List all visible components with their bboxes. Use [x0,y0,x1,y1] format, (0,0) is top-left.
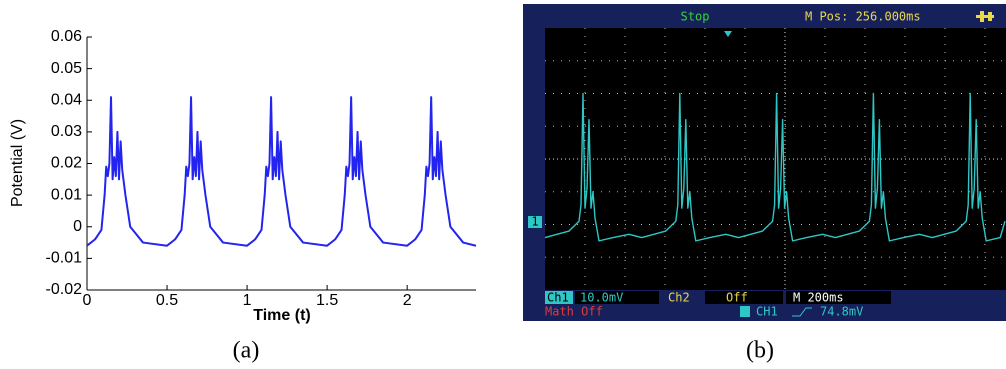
channel-marker: 1 [531,215,538,229]
position: M Pos: 256.000ms [805,10,921,24]
x-tick-label: 2 [403,292,412,309]
caption: (a) [233,338,260,364]
ch2-state: Off [726,291,748,305]
x-axis-label: Time (t) [253,307,310,324]
y-tick-label: 0 [73,218,82,235]
y-tick-label: -0.02 [46,281,83,298]
trigger-level: 74.8mV [820,305,863,319]
caption: (b) [746,338,774,364]
ch1-scale: 10.0mV [580,291,623,305]
ch1: Ch1 [547,291,569,305]
math: Math Off [545,305,603,319]
ch2: Ch2 [668,291,690,305]
x-tick-label: 1.5 [316,292,338,309]
y-tick-label: 0.01 [51,186,82,203]
y-tick-label: 0.05 [51,60,82,77]
y-tick-label: 0.04 [51,91,82,108]
y-tick-label: 0.03 [51,123,82,140]
y-tick-label: -0.01 [46,250,83,267]
x-tick-label: 1 [243,292,252,309]
trigger-icon [740,306,750,317]
data-line [87,97,476,246]
y-tick-label: 0.06 [51,28,82,45]
x-tick-label: 0.5 [156,292,178,309]
trigger-source: CH1 [756,305,778,319]
y-axis-label: Potential (V) [9,119,26,207]
timebase: M 200ms [793,291,844,305]
status: Stop [681,10,710,24]
x-tick-label: 0 [83,292,92,309]
y-tick-label: 0.02 [51,155,82,172]
figure: Time (t) Potential (V) (a) Stop M Pos: 2… [0,0,1006,369]
